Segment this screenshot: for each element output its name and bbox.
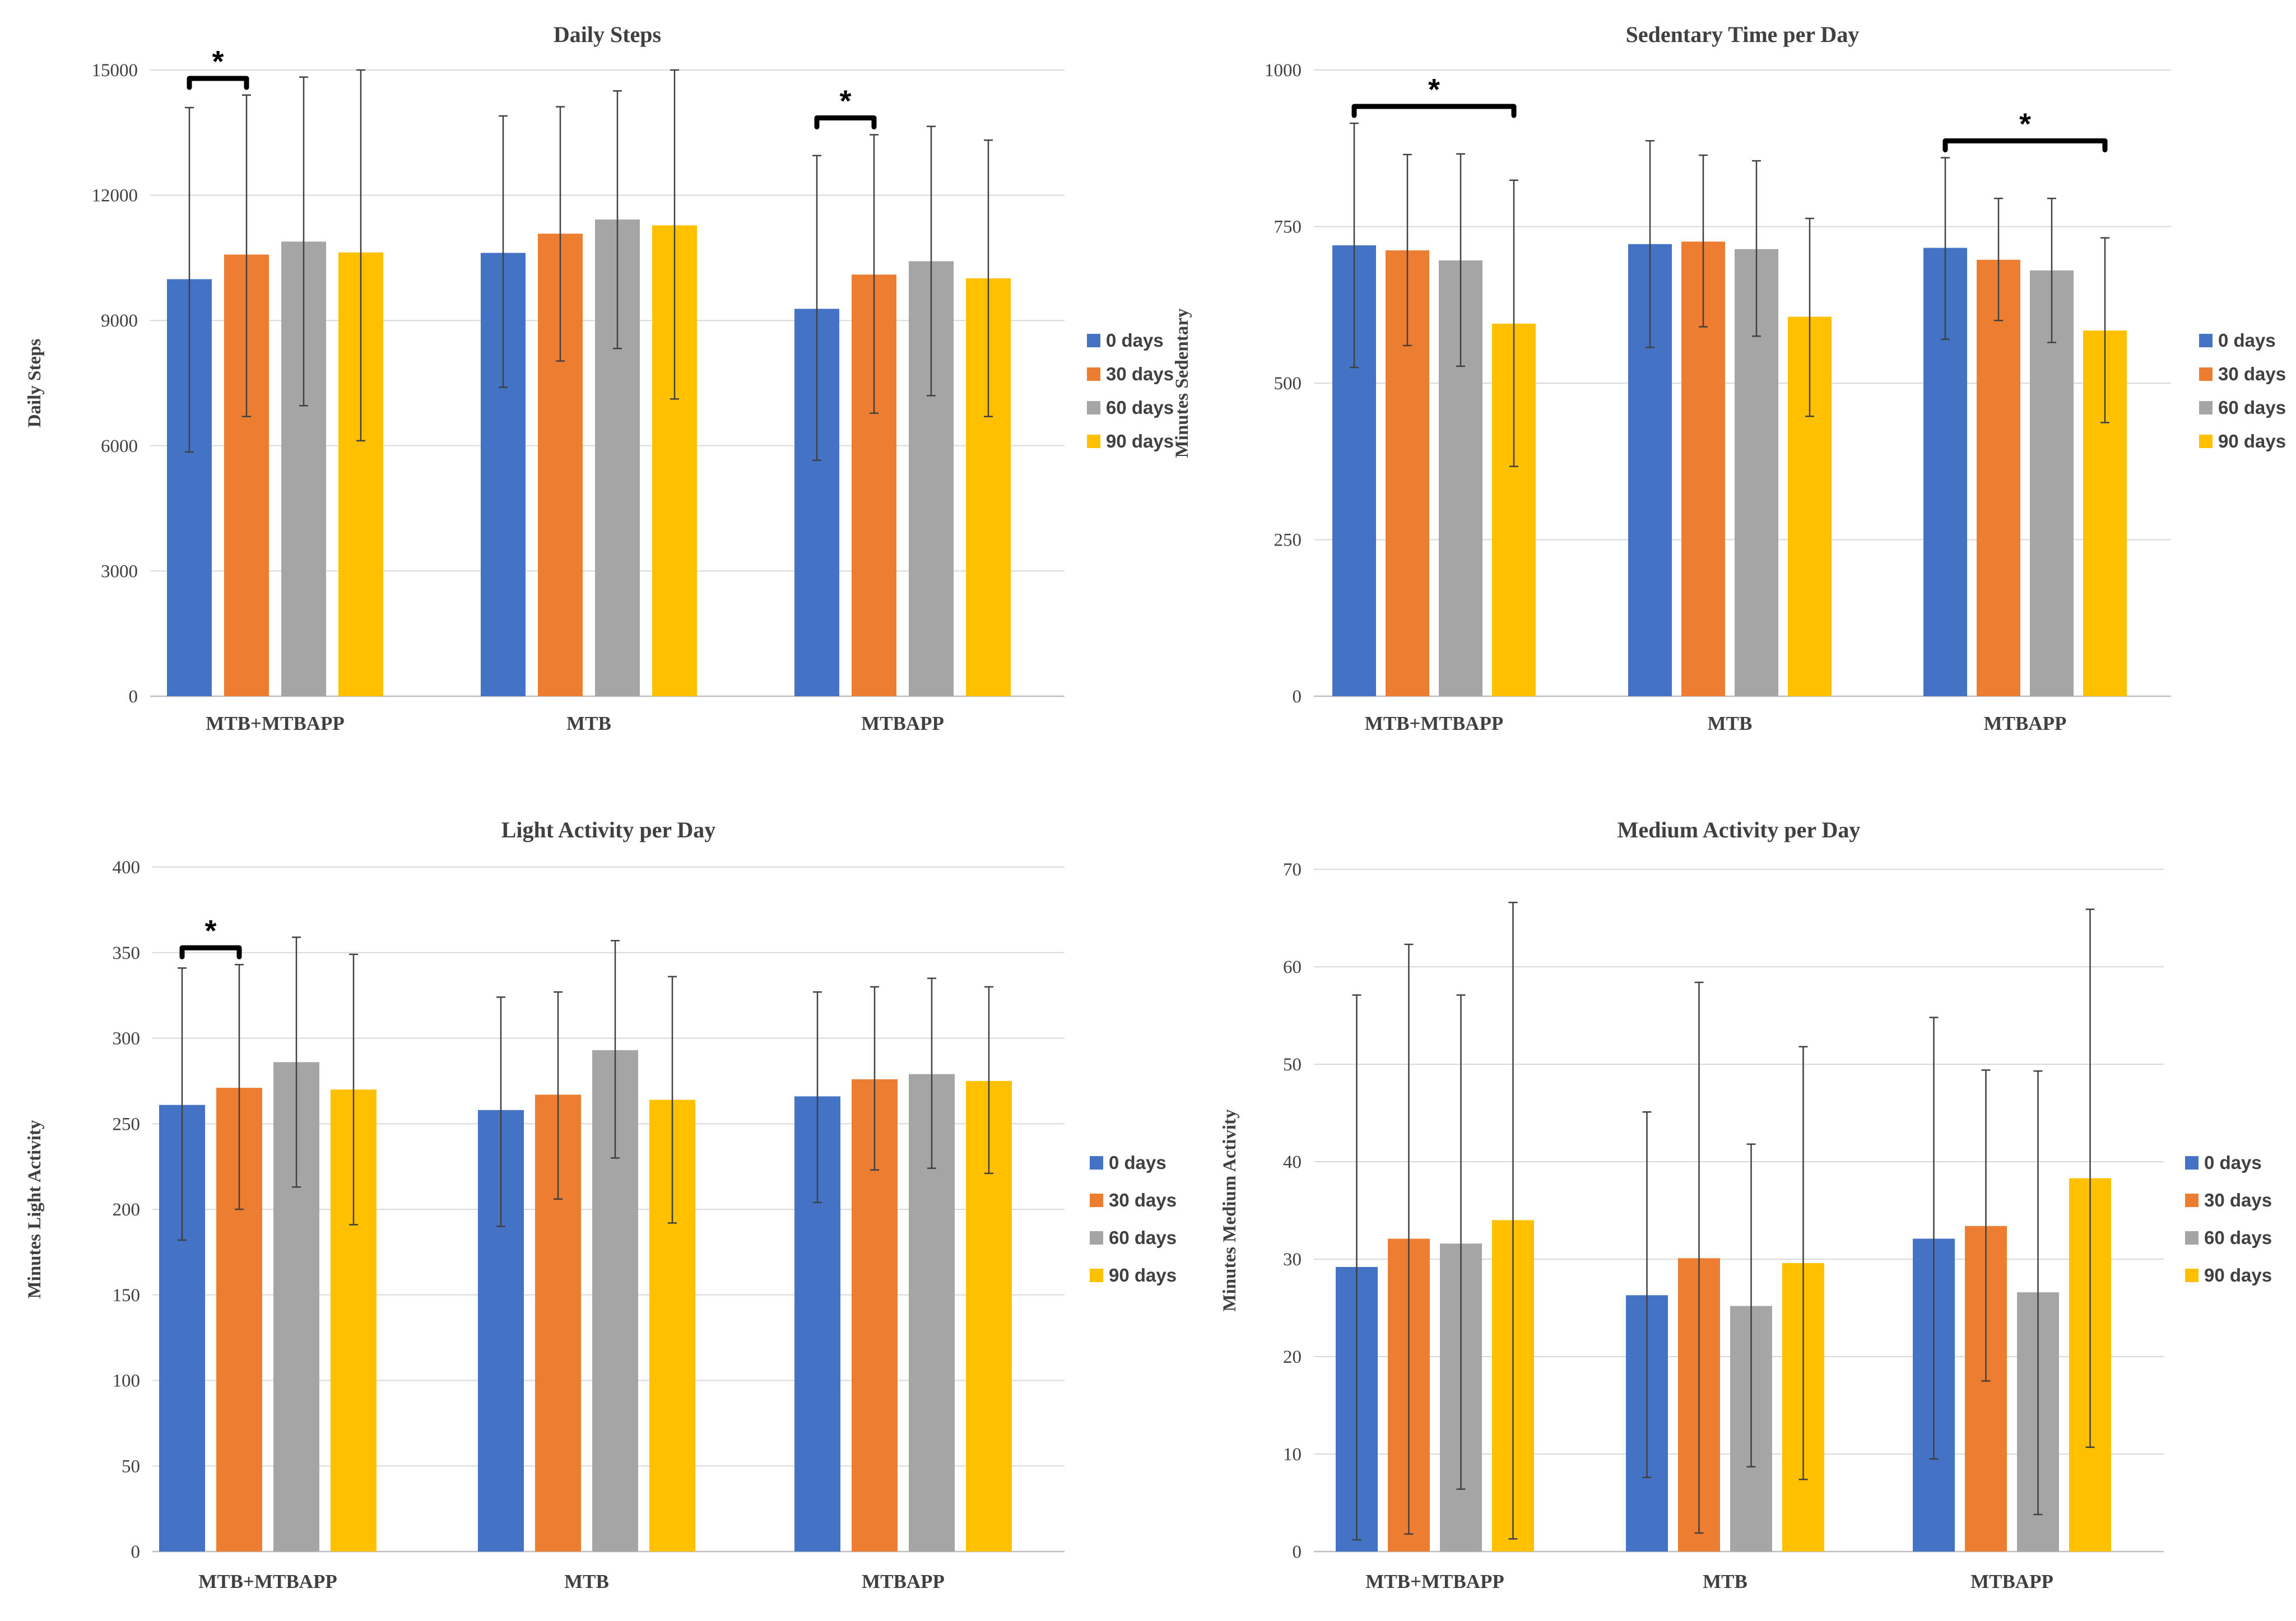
daily-steps-significance-star: * [212,45,224,78]
light-activity-significance-bracket [179,945,242,959]
medium-activity-legend-label: 60 days [2204,1227,2272,1248]
daily-steps-y-tick-label: 0 [129,687,138,707]
daily-steps-legend-swatch [1087,367,1100,381]
light-activity-legend-swatch [1090,1156,1103,1170]
sedentary-time-y-tick-label: 750 [1274,217,1302,237]
medium-activity-legend-swatch [2185,1156,2199,1170]
sedentary-time-significance-star: * [1428,73,1440,106]
sedentary-time-legend-swatch [2199,367,2213,381]
light-activity-y-tick-label: 0 [131,1542,141,1562]
daily-steps-significance-bracket [187,76,249,90]
daily-steps-legend-label: 30 days [1106,364,1174,384]
light-activity-y-tick-label: 50 [122,1456,140,1476]
sedentary-time-title: Sedentary Time per Day [1626,22,1860,47]
medium-activity-category-label: MTBAPP [1970,1571,2053,1592]
light-activity-y-tick-label: 250 [113,1114,141,1134]
light-activity-legend-label: 90 days [1109,1265,1177,1285]
medium-activity-y-tick-label: 0 [1293,1542,1302,1562]
sedentary-time-legend-swatch [2199,435,2213,448]
light-activity-legend-swatch [1090,1231,1103,1245]
medium-activity-legend-swatch [2185,1231,2199,1245]
medium-activity-y-tick-label: 40 [1283,1152,1302,1172]
sedentary-time-category-label: MTB+MTBAPP [1365,712,1503,734]
daily-steps-significance-star: * [839,85,851,118]
daily-steps-y-axis-label: Daily Steps [25,339,45,428]
sedentary-time-significance-bracket [1942,138,2108,153]
daily-steps-title: Daily Steps [554,22,661,47]
medium-activity-y-axis-label: Minutes Medium Activity [1220,1109,1240,1312]
sedentary-time-legend-label: 30 days [2218,364,2286,384]
daily-steps-category-label: MTBAPP [861,712,944,734]
sedentary-time-legend-swatch [2199,334,2213,347]
medium-activity-y-tick-label: 60 [1283,957,1302,977]
sedentary-time-category-label: MTBAPP [1984,712,2067,734]
medium-activity-title: Medium Activity per Day [1618,817,1861,842]
light-activity-y-tick-label: 300 [113,1029,141,1049]
light-activity-y-tick-label: 400 [113,858,141,878]
light-activity-y-tick-label: 150 [113,1285,141,1306]
daily-steps-legend-label: 90 days [1106,431,1174,451]
medium-activity-y-tick-label: 70 [1283,860,1302,880]
medium-activity-legend-swatch [2185,1194,2199,1207]
light-activity-chart: 0 50 100 150 200 250 300 350 400 Light Activity p… [25,817,1177,1592]
medium-activity-legend-label: 30 days [2204,1190,2272,1210]
medium-activity-y-tick-label: 20 [1283,1347,1302,1367]
medium-activity-legend-swatch [2185,1269,2199,1282]
light-activity-legend-label: 0 days [1109,1152,1166,1173]
sedentary-time-category-label: MTB [1708,712,1753,734]
medium-activity-y-tick-label: 10 [1283,1445,1302,1465]
sedentary-time-chart: 0 250 500 750 1000 Sedentary Time per Day Minu… [1172,22,2286,734]
medium-activity-chart: 0 10 20 30 40 50 60 70 Medium Activity per Day Mi… [1220,817,2272,1592]
sedentary-time-legend-label: 90 days [2218,431,2286,451]
daily-steps-y-tick-label: 12000 [92,186,138,206]
light-activity-legend-label: 60 days [1109,1227,1177,1248]
sedentary-time-significance-star: * [2019,108,2031,141]
sedentary-time-y-tick-label: 500 [1274,374,1302,394]
sedentary-time-y-axis-label: Minutes Sedentary [1172,308,1192,458]
light-activity-legend-label: 30 days [1109,1190,1177,1210]
daily-steps-significance-bracket [814,115,877,130]
light-activity-y-tick-label: 200 [113,1200,141,1220]
light-activity-legend-swatch [1090,1194,1103,1207]
light-activity-legend-swatch [1090,1269,1103,1282]
medium-activity-legend-label: 90 days [2204,1265,2272,1285]
medium-activity-y-tick-label: 30 [1283,1250,1302,1270]
daily-steps-y-tick-label: 6000 [101,436,138,457]
light-activity-title: Light Activity per Day [501,817,716,842]
daily-steps-legend-swatch [1087,435,1100,448]
sedentary-time-y-tick-label: 1000 [1265,60,1302,81]
sedentary-time-legend-label: 0 days [2218,330,2276,351]
light-activity-y-tick-label: 350 [113,943,141,963]
daily-steps-category-label: MTB+MTBAPP [206,712,344,734]
sedentary-time-bar-mtbapp-30-days [1977,259,2020,696]
daily-steps-y-tick-label: 15000 [92,60,138,81]
light-activity-category-label: MTB+MTBAPP [198,1571,337,1592]
daily-steps-y-tick-label: 3000 [101,561,138,581]
daily-steps-legend-label: 60 days [1106,397,1174,418]
light-activity-y-axis-label: Minutes Light Activity [25,1120,45,1298]
light-activity-y-tick-label: 100 [113,1371,141,1391]
sedentary-time-legend-swatch [2199,401,2213,414]
sedentary-time-y-tick-label: 0 [1293,687,1302,707]
light-activity-category-label: MTB [564,1571,609,1592]
medium-activity-y-tick-label: 50 [1283,1055,1302,1075]
daily-steps-legend-label: 0 days [1106,330,1164,351]
medium-activity-category-label: MTB [1703,1571,1747,1592]
daily-steps-y-tick-label: 9000 [101,311,138,331]
sedentary-time-legend-label: 60 days [2218,397,2286,418]
sedentary-time-significance-bracket [1351,104,1517,118]
daily-steps-chart: 0 3000 6000 9000 12000 15000 Daily Steps Daily … [25,22,1174,734]
light-activity-significance-star: * [204,914,216,948]
daily-steps-category-label: MTB [566,712,611,734]
daily-steps-legend-swatch [1087,401,1100,414]
daily-steps-legend-swatch [1087,334,1100,347]
light-activity-category-label: MTBAPP [862,1571,945,1592]
sedentary-time-y-tick-label: 250 [1274,530,1302,551]
medium-activity-legend-label: 0 days [2204,1152,2262,1173]
medium-activity-category-label: MTB+MTBAPP [1365,1571,1504,1592]
